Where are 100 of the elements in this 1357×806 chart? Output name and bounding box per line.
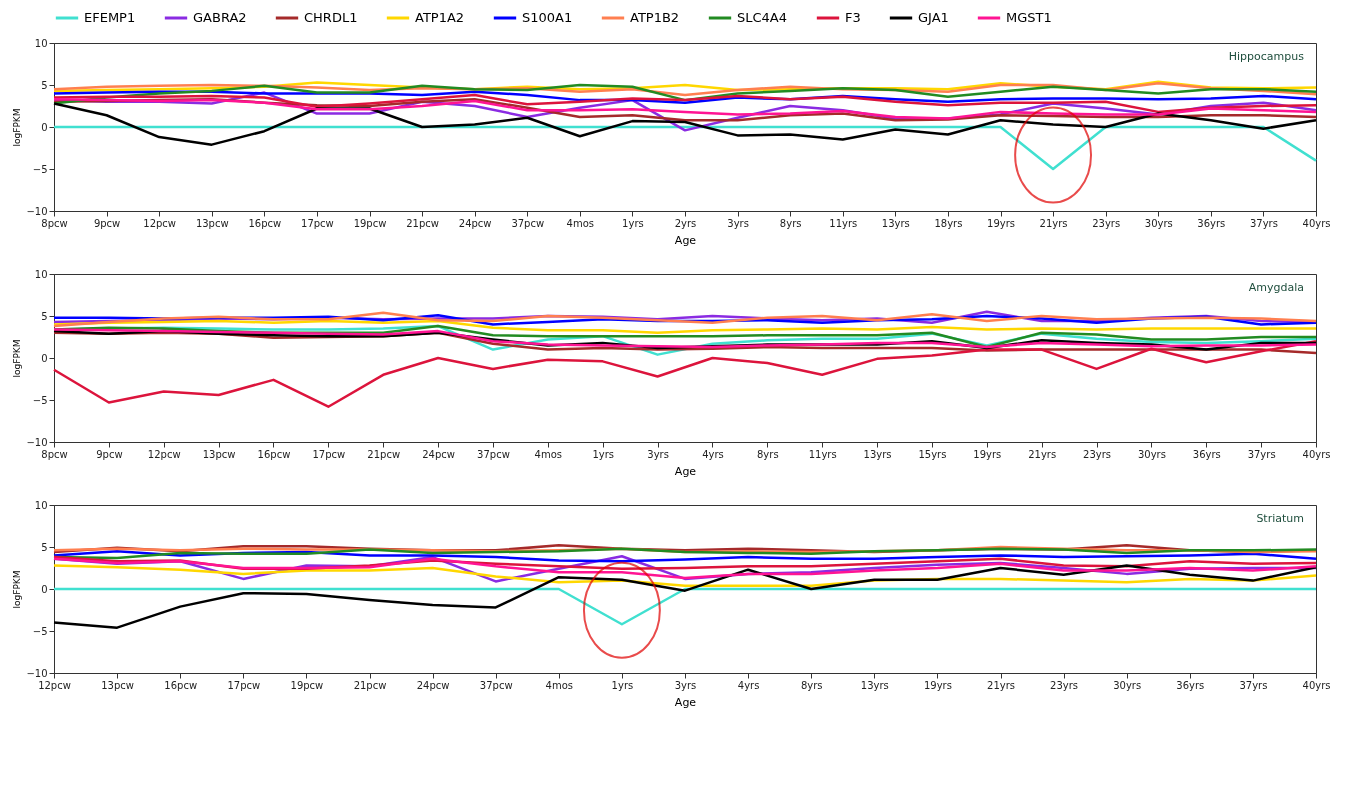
x-tick-label: 13pcw (101, 679, 134, 691)
x-tick-label: 37pcw (511, 217, 545, 229)
x-tick-label: 11yrs (808, 448, 837, 460)
y-tick-label: −5 (32, 163, 48, 175)
x-tick-label: 8yrs (757, 448, 779, 460)
legend-label: F3 (845, 10, 861, 25)
x-tick-label: 36yrs (1197, 217, 1226, 229)
x-tick-label: 23yrs (1050, 679, 1079, 691)
x-tick-label: 19yrs (987, 217, 1015, 229)
x-tick-label: 23yrs (1092, 217, 1121, 229)
y-tick-label: 10 (34, 499, 48, 511)
legend-label: GABRA2 (193, 10, 247, 25)
x-tick-label: 30yrs (1137, 448, 1166, 460)
x-tick-label: 13yrs (863, 448, 892, 460)
x-tick-label: 1yrs (592, 448, 614, 460)
x-tick-label: 17pcw (227, 679, 261, 691)
x-tick-label: 18yrs (934, 217, 963, 229)
x-tick-label: 19yrs (973, 448, 1002, 460)
legend-label: GJA1 (918, 10, 949, 25)
x-tick-label: 3yrs (727, 217, 749, 229)
x-tick-label: 24pcw (458, 217, 492, 229)
y-tick-label: −10 (26, 436, 48, 448)
x-tick-label: 13yrs (881, 217, 910, 229)
x-tick-label: 21pcw (406, 217, 439, 229)
x-tick-label: 16pcw (257, 448, 291, 460)
x-tick-label: 15yrs (918, 448, 947, 460)
x-tick-label: 21pcw (367, 448, 401, 460)
x-tick-label: 13pcw (202, 448, 236, 460)
x-tick-label: 37yrs (1249, 217, 1278, 229)
x-tick-label: 12pcw (38, 679, 71, 691)
x-tick-label: 19pcw (290, 679, 324, 691)
x-tick-label: 37yrs (1247, 448, 1276, 460)
x-tick-label: 21yrs (1039, 217, 1068, 229)
x-tick-label: 4mos (534, 448, 563, 460)
y-tick-label: −10 (26, 205, 48, 217)
legend-label: ATP1A2 (415, 10, 465, 25)
y-axis-title: logFPKM (12, 339, 23, 378)
x-tick-label: 37pcw (477, 448, 510, 460)
y-tick-label: 5 (41, 541, 48, 553)
x-tick-label: 40yrs (1302, 679, 1331, 691)
x-tick-label: 19pcw (353, 217, 387, 229)
x-tick-label: 40yrs (1302, 217, 1331, 229)
annotation: Striatum (1256, 512, 1304, 525)
x-tick-label: 9pcw (93, 217, 121, 229)
y-tick-label: 0 (41, 583, 48, 595)
x-tick-label: 30yrs (1113, 679, 1142, 691)
x-tick-label: 11yrs (829, 217, 858, 229)
x-tick-label: 4mos (566, 217, 595, 229)
x-tick-label: 19yrs (923, 679, 952, 691)
x-tick-label: 1yrs (622, 217, 644, 229)
legend-label: ATP1B2 (630, 10, 680, 25)
x-tick-label: 24pcw (416, 679, 450, 691)
y-tick-label: −10 (26, 667, 48, 679)
y-tick-label: −5 (32, 394, 48, 406)
x-tick-label: 36yrs (1176, 679, 1205, 691)
x-tick-label: 4yrs (702, 448, 724, 460)
y-axis-title: logFPKM (12, 108, 23, 147)
y-axis-title: logFPKM (12, 570, 23, 609)
x-tick-label: 13yrs (860, 679, 889, 691)
y-tick-label: 5 (41, 310, 48, 322)
x-tick-label: 8pcw (41, 217, 68, 229)
x-tick-label: 30yrs (1144, 217, 1173, 229)
x-tick-label: 23yrs (1083, 448, 1112, 460)
legend-label: MGST1 (1006, 10, 1052, 25)
x-tick-label: 2yrs (674, 217, 697, 229)
x-tick-label: 8yrs (779, 217, 802, 229)
x-tick-label: 21pcw (353, 679, 387, 691)
x-tick-label: 21yrs (987, 679, 1015, 691)
x-axis-title: Age (674, 464, 697, 478)
legend-label: SLC4A4 (737, 10, 788, 25)
x-tick-label: 12pcw (147, 448, 181, 460)
y-tick-label: 5 (41, 79, 48, 91)
x-tick-label: 12pcw (143, 217, 177, 229)
x-tick-label: 4mos (545, 679, 574, 691)
x-tick-label: 4yrs (737, 679, 760, 691)
x-tick-label: 21yrs (1028, 448, 1057, 460)
y-tick-label: 10 (34, 268, 48, 280)
x-tick-label: 1yrs (611, 679, 634, 691)
x-tick-label: 24pcw (422, 448, 455, 460)
x-tick-label: 40yrs (1302, 448, 1331, 460)
x-tick-label: 17pcw (301, 217, 334, 229)
x-tick-label: 37yrs (1239, 679, 1268, 691)
x-tick-label: 37pcw (479, 679, 513, 691)
legend-label: CHRDL1 (304, 10, 358, 25)
x-tick-label: 9pcw (96, 448, 123, 460)
y-tick-label: 0 (41, 121, 48, 133)
x-tick-label: 3yrs (674, 679, 697, 691)
x-tick-label: 36yrs (1192, 448, 1221, 460)
annotation: Amygdala (1248, 281, 1304, 294)
annotation: Hippocampus (1228, 50, 1305, 63)
x-tick-label: 16pcw (164, 679, 198, 691)
x-axis-title: Age (674, 233, 697, 247)
x-tick-label: 17pcw (312, 448, 346, 460)
legend-label: S100A1 (522, 10, 573, 25)
x-tick-label: 13pcw (195, 217, 229, 229)
x-tick-label: 8yrs (800, 679, 823, 691)
y-tick-label: 10 (34, 37, 48, 49)
x-axis-title: Age (674, 695, 697, 709)
y-tick-label: −5 (32, 625, 48, 637)
y-tick-label: 0 (41, 352, 48, 364)
